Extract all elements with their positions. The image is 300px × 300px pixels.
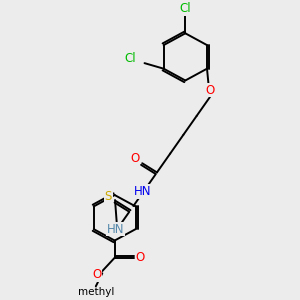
Text: O: O (130, 152, 140, 165)
Text: O: O (136, 251, 145, 264)
Text: S: S (105, 190, 112, 203)
Text: methyl: methyl (78, 287, 114, 297)
Text: O: O (92, 268, 102, 281)
Text: HN: HN (134, 185, 151, 198)
Text: O: O (205, 83, 214, 97)
Text: HN: HN (107, 223, 124, 236)
Text: Cl: Cl (179, 2, 191, 15)
Text: Cl: Cl (124, 52, 136, 64)
